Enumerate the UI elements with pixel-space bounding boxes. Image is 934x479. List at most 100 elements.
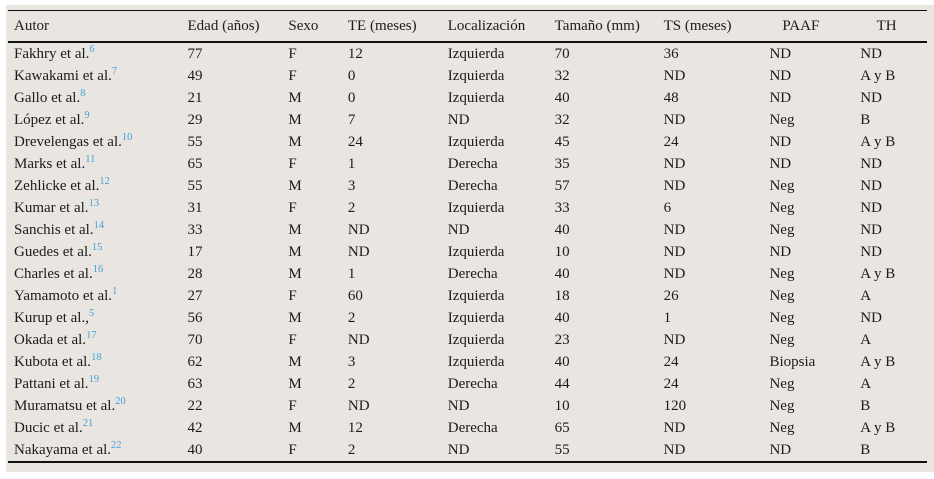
- cell-te: 7: [347, 111, 356, 128]
- cell-paaf: ND: [769, 67, 792, 84]
- table-row: López et al.9 29 M 7 ND 32 ND Neg B: [8, 109, 927, 131]
- table-row: Muramatsu et al.20 22 F ND ND 10 120 Neg B: [8, 395, 927, 417]
- author-name: Kumar et al.: [14, 199, 89, 216]
- cell-tamano: 18: [554, 287, 570, 304]
- cell-edad: 77: [187, 45, 203, 62]
- cell-autor: Charles et al.16: [8, 263, 182, 285]
- citation-reference-link[interactable]: 6: [89, 43, 95, 55]
- citation-reference-link[interactable]: 22: [111, 439, 122, 451]
- cell-paaf: Neg: [769, 309, 795, 326]
- table-row: Sanchis et al.14 33 M ND ND 40 ND Neg ND: [8, 219, 927, 241]
- cell-edad: 17: [187, 243, 203, 260]
- column-header-paaf: PAAF: [782, 17, 820, 34]
- cell-edad: 27: [187, 287, 203, 304]
- cell-ts: ND: [663, 67, 686, 84]
- cell-ts: 24: [663, 133, 679, 150]
- cell-ts: ND: [663, 331, 686, 348]
- cell-tamano: 32: [554, 67, 570, 84]
- citation-reference-link[interactable]: 12: [99, 175, 110, 187]
- cell-localizacion: ND: [447, 441, 470, 458]
- author-name: Drevelengas et al.: [14, 133, 122, 150]
- cell-ts: 24: [663, 353, 679, 370]
- cell-paaf: ND: [769, 243, 792, 260]
- cell-tamano: 40: [554, 309, 570, 326]
- column-header-edad: Edad (años): [187, 17, 260, 34]
- citation-reference-link[interactable]: 7: [111, 65, 118, 77]
- cell-tamano: 23: [554, 331, 570, 348]
- author-name: Marks et al.: [14, 155, 86, 172]
- table-row: Kurup et al.,5 56 M 2 Izquierda 40 1 Neg ND: [8, 307, 927, 329]
- table-row: Pattani et al.19 63 M 2 Derecha 44 24 Neg A: [8, 373, 927, 395]
- cell-ts: 48: [663, 89, 679, 106]
- cell-sexo: F: [288, 45, 297, 62]
- citation-reference-link[interactable]: 18: [91, 351, 102, 363]
- cell-th: ND: [860, 155, 882, 172]
- cell-autor: Nakayama et al.22: [8, 439, 182, 462]
- cell-localizacion: Izquierda: [447, 133, 505, 150]
- cell-edad: 49: [187, 67, 203, 84]
- citation-reference-link[interactable]: 13: [88, 197, 100, 209]
- cell-paaf: Neg: [769, 111, 795, 128]
- citation-reference-link[interactable]: 21: [82, 417, 94, 429]
- cell-localizacion: Izquierda: [447, 67, 505, 84]
- table-row: Okada et al.17 70 F ND Izquierda 23 ND Neg A: [8, 329, 927, 351]
- author-name: Ducic et al.: [14, 419, 83, 436]
- clinical-cases-table: Autor Edad (años) Sexo TE (meses) Localizaci…: [8, 10, 927, 463]
- cell-paaf: Neg: [769, 177, 795, 194]
- citation-reference-link[interactable]: 14: [93, 219, 105, 231]
- citation-reference-link[interactable]: 15: [91, 241, 103, 253]
- citation-reference-link[interactable]: 19: [88, 373, 100, 385]
- citation-reference-link[interactable]: 9: [84, 109, 90, 121]
- cell-autor: Yamamoto et al.1: [8, 285, 182, 307]
- cell-autor: Zehlicke et al.12: [8, 175, 182, 197]
- citation-reference-link[interactable]: 10: [121, 131, 133, 143]
- citation-reference-link[interactable]: 16: [92, 263, 104, 275]
- paper-table-block: Autor Edad (años) Sexo TE (meses) Localizaci…: [6, 5, 934, 472]
- cell-ts: 36: [663, 45, 679, 62]
- cell-sexo: F: [288, 441, 297, 458]
- cell-sexo: F: [288, 155, 297, 172]
- cell-sexo: M: [288, 177, 302, 194]
- table-header-row: Autor Edad (años) Sexo TE (meses) Localizaci…: [8, 10, 927, 42]
- cell-paaf: ND: [769, 133, 792, 150]
- citation-reference-link[interactable]: 1: [112, 285, 118, 297]
- column-header-th: TH: [876, 17, 897, 34]
- cell-ts: ND: [663, 111, 686, 128]
- cell-paaf: Biopsia: [769, 353, 816, 370]
- citation-reference-link[interactable]: 17: [86, 329, 97, 341]
- cell-ts: ND: [663, 441, 686, 458]
- cell-sexo: F: [288, 331, 297, 348]
- cell-te: 12: [347, 419, 363, 436]
- cell-edad: 63: [187, 375, 203, 392]
- cell-tamano: 55: [554, 441, 570, 458]
- cell-localizacion: Izquierda: [447, 353, 505, 370]
- column-header-te: TE (meses): [347, 17, 417, 34]
- cell-th: A y B: [860, 133, 896, 150]
- cell-sexo: M: [288, 265, 302, 282]
- citation-reference-link[interactable]: 11: [85, 153, 96, 165]
- cell-localizacion: Izquierda: [447, 243, 505, 260]
- cell-paaf: ND: [769, 155, 792, 172]
- cell-te: 2: [347, 441, 356, 458]
- cell-th: A y B: [860, 265, 896, 282]
- cell-edad: 55: [187, 133, 203, 150]
- author-name: Pattani et al.: [14, 375, 89, 392]
- cell-paaf: ND: [769, 45, 792, 62]
- cell-sexo: F: [288, 67, 297, 84]
- cell-paaf: Neg: [769, 265, 795, 282]
- table-row: Fakhry et al.6 77 F 12 Izquierda 70 36 ND ND: [8, 42, 927, 65]
- cell-th: B: [860, 397, 871, 414]
- cell-th: B: [860, 441, 871, 458]
- cell-te: 0: [347, 89, 356, 106]
- citation-reference-link[interactable]: 5: [88, 307, 95, 319]
- cell-localizacion: ND: [447, 397, 470, 414]
- cell-th: ND: [860, 221, 882, 238]
- table-body: Fakhry et al.6 77 F 12 Izquierda 70 36 ND ND Kawa…: [8, 42, 927, 462]
- cell-th: ND: [860, 243, 882, 260]
- cell-localizacion: ND: [447, 111, 470, 128]
- cell-tamano: 70: [554, 45, 570, 62]
- cell-tamano: 35: [554, 155, 570, 172]
- citation-reference-link[interactable]: 8: [80, 87, 86, 99]
- cell-ts: 1: [663, 309, 672, 326]
- citation-reference-link[interactable]: 20: [115, 395, 126, 407]
